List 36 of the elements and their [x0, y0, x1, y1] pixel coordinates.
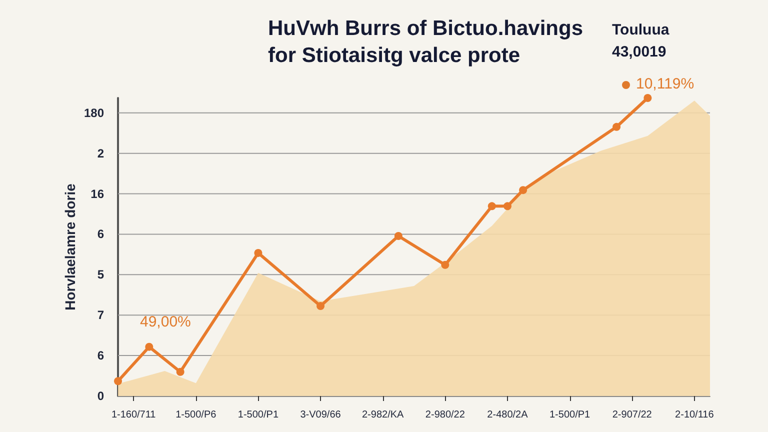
x-tick-label: 2-10/116: [675, 410, 714, 420]
x-tick-label: 2-980/22: [425, 410, 466, 420]
x-tick-label: 3-V09/66: [300, 410, 342, 420]
point: [519, 186, 528, 194]
point: [316, 302, 325, 310]
text: 6: [97, 227, 104, 242]
point: [503, 202, 512, 210]
text: 10,119%: [636, 76, 694, 92]
point: [644, 94, 652, 102]
text: 180: [84, 106, 104, 120]
point: [488, 202, 496, 210]
point: [114, 377, 122, 386]
x-tick-label: 1-500/P1: [238, 410, 279, 420]
text: 43,0019: [612, 44, 666, 60]
text: 2: [97, 146, 104, 160]
x-tick-label: 2-907/22: [612, 410, 652, 420]
point: [254, 248, 262, 257]
x-tick-label: 2-982/KA: [362, 410, 404, 420]
text: 5: [97, 268, 104, 282]
text: 0: [97, 389, 104, 403]
point: [394, 232, 402, 240]
x-tick-label: 1-500/P6: [176, 410, 217, 420]
text: 16: [90, 186, 104, 201]
x-tick-label: 2-480/2A: [487, 410, 528, 420]
text: Touluua: [612, 22, 670, 38]
text: 6: [97, 348, 104, 363]
point: [176, 368, 184, 376]
x-tick-label: 1-500/P1: [549, 410, 591, 420]
point: [441, 260, 450, 269]
y-axis-title: Horvlaelamre dorie: [62, 183, 78, 310]
annotation: 49,00%: [140, 314, 191, 330]
point: [145, 342, 154, 351]
point: [612, 122, 621, 131]
text: 7: [97, 308, 104, 322]
x-tick-label: 1-160/711: [111, 410, 156, 420]
chart-title: HuVwh Burrs of Bictuo.havings for Stiotaisitg valce prote: [268, 17, 589, 67]
